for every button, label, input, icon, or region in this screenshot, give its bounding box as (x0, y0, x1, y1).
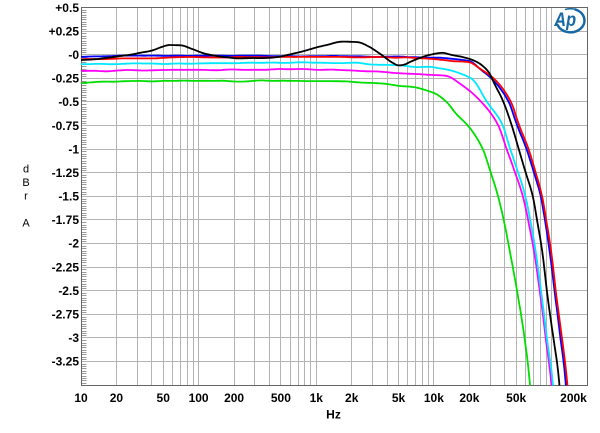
svg-text:-0.75: -0.75 (52, 119, 80, 133)
svg-text:50k: 50k (506, 391, 526, 405)
svg-text:-2.25: -2.25 (52, 260, 80, 274)
svg-text:200: 200 (224, 391, 244, 405)
svg-text:-2: -2 (68, 237, 79, 251)
svg-text:50: 50 (157, 391, 171, 405)
svg-text:-1.5: -1.5 (58, 190, 79, 204)
svg-text:A: A (22, 218, 30, 230)
svg-text:100: 100 (189, 391, 209, 405)
svg-text:10: 10 (74, 391, 88, 405)
svg-text:Ap: Ap (553, 9, 576, 31)
svg-text:200k: 200k (560, 391, 587, 405)
svg-text:20: 20 (110, 391, 124, 405)
svg-text:-0.25: -0.25 (52, 72, 80, 86)
svg-text:-2.5: -2.5 (58, 284, 79, 298)
svg-text:-1.75: -1.75 (52, 213, 80, 227)
svg-text:-3.25: -3.25 (52, 355, 80, 369)
svg-text:500: 500 (271, 391, 291, 405)
svg-text:-1: -1 (68, 142, 79, 156)
svg-text:Hz: Hz (326, 408, 341, 422)
svg-text:-0.5: -0.5 (58, 95, 79, 109)
svg-text:5k: 5k (392, 391, 406, 405)
svg-text:B: B (22, 177, 29, 189)
svg-text:+0.5: +0.5 (55, 1, 79, 15)
svg-text:d: d (23, 164, 29, 176)
svg-text:+0.25: +0.25 (49, 24, 80, 38)
svg-text:2k: 2k (345, 391, 359, 405)
svg-text:-3: -3 (68, 331, 79, 345)
svg-text:-0: -0 (68, 48, 79, 62)
svg-text:10k: 10k (424, 391, 444, 405)
svg-text:-1.25: -1.25 (52, 166, 80, 180)
svg-text:1k: 1k (310, 391, 324, 405)
svg-text:r: r (24, 191, 28, 203)
svg-text:20k: 20k (459, 391, 479, 405)
svg-text:-2.75: -2.75 (52, 308, 80, 322)
